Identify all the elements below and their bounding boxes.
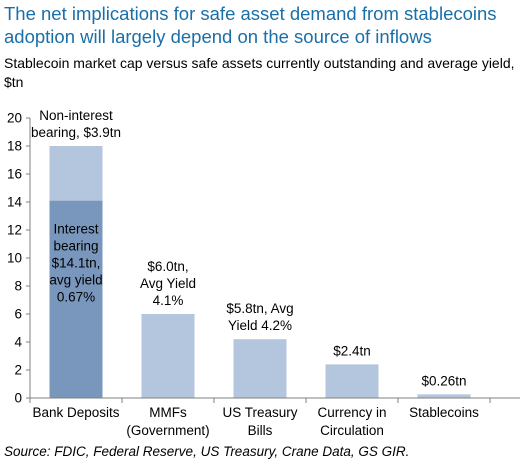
y-tick-label: 10 (7, 251, 22, 266)
x-tick-label: Stablecoins (409, 405, 479, 420)
x-tick-label: Circulation (320, 423, 384, 438)
y-tick-label: 12 (7, 223, 22, 238)
y-tick-label: 2 (14, 363, 22, 378)
data-label: $6.0tn, (147, 259, 188, 274)
y-tick-label: 8 (14, 279, 22, 294)
x-tick-label: Bank Deposits (32, 405, 119, 420)
bar-total-3 (325, 364, 379, 398)
data-label: Yield 4.2% (228, 318, 292, 333)
data-label: $0.26tn (421, 373, 466, 388)
bar-total-4 (417, 394, 471, 398)
y-tick-label: 20 (7, 111, 22, 126)
data-label: $2.4tn (333, 343, 371, 358)
data-label: $14.1tn, (52, 256, 101, 271)
y-tick-label: 16 (7, 167, 22, 182)
y-tick-label: 18 (7, 139, 22, 154)
chart-subtitle: Stablecoin market cap versus safe assets… (4, 55, 515, 90)
data-label: bearing, $3.9tn (31, 125, 121, 140)
data-label: 0.67% (57, 290, 95, 305)
y-tick-label: 4 (14, 335, 22, 350)
x-axis: Bank Deposits MMFs (Government) US Treasury… (29, 397, 520, 438)
x-tick-label: (Government) (126, 423, 209, 438)
y-axis: 0 2 4 6 8 10 12 14 16 18 20 (7, 111, 31, 406)
bar-total-1 (141, 314, 195, 398)
data-labels: Non-interest bearing, $3.9tn Interest beari… (31, 108, 467, 388)
y-tick-label: 14 (7, 195, 23, 210)
data-label: Non-interest (39, 108, 113, 123)
data-label: Avg Yield (140, 276, 196, 291)
bar-total-2 (233, 339, 287, 398)
y-tick-label: 6 (14, 307, 22, 322)
x-tick-label: Bills (248, 423, 273, 438)
y-tick-label: 0 (14, 391, 22, 406)
x-tick-label: US Treasury (222, 405, 297, 420)
source-note: Source: FDIC, Federal Reserve, US Treasu… (4, 444, 410, 459)
data-label: $5.8tn, Avg (226, 301, 293, 316)
bar-interest-bearing-0 (49, 200, 103, 398)
bars (49, 146, 471, 398)
x-tick-label: MMFs (149, 405, 187, 420)
data-label: Interest (53, 222, 98, 237)
data-label: 4.1% (153, 293, 184, 308)
chart-title: The net implications for safe asset dema… (4, 3, 497, 47)
data-label: bearing (53, 239, 98, 254)
bar-total-0 (49, 146, 103, 201)
x-tick-label: Currency in (317, 405, 386, 420)
data-label: avg yield (49, 273, 102, 288)
